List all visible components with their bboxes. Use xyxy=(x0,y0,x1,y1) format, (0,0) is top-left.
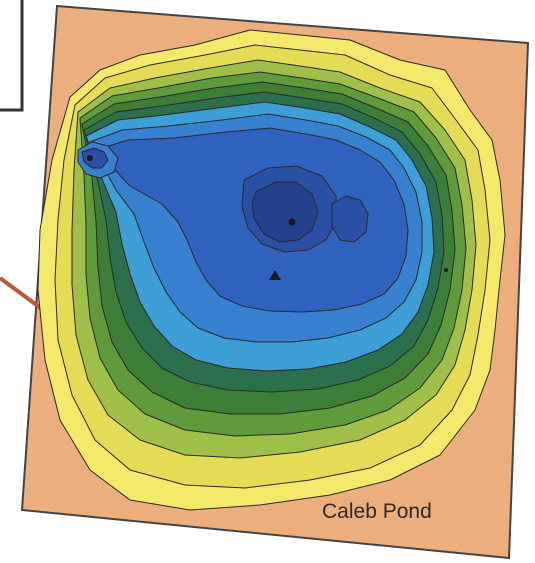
deep-spot-markers xyxy=(87,155,448,280)
depth-contours xyxy=(37,29,506,511)
map-title: Caleb Pond xyxy=(322,500,432,523)
deep-spot-marker-center xyxy=(288,218,296,226)
callout-panel-border xyxy=(0,0,24,112)
deep-spot-marker-south xyxy=(269,270,281,280)
deep-spot-marker-west xyxy=(87,155,93,161)
callout-pointer-line xyxy=(0,276,48,314)
west-deep-pocket-inner xyxy=(81,147,109,169)
east-deep-lobe xyxy=(331,195,369,243)
deep-spot-marker-east xyxy=(444,268,448,272)
depth-band-11 xyxy=(251,181,319,243)
callout-panel-edge xyxy=(0,0,22,112)
